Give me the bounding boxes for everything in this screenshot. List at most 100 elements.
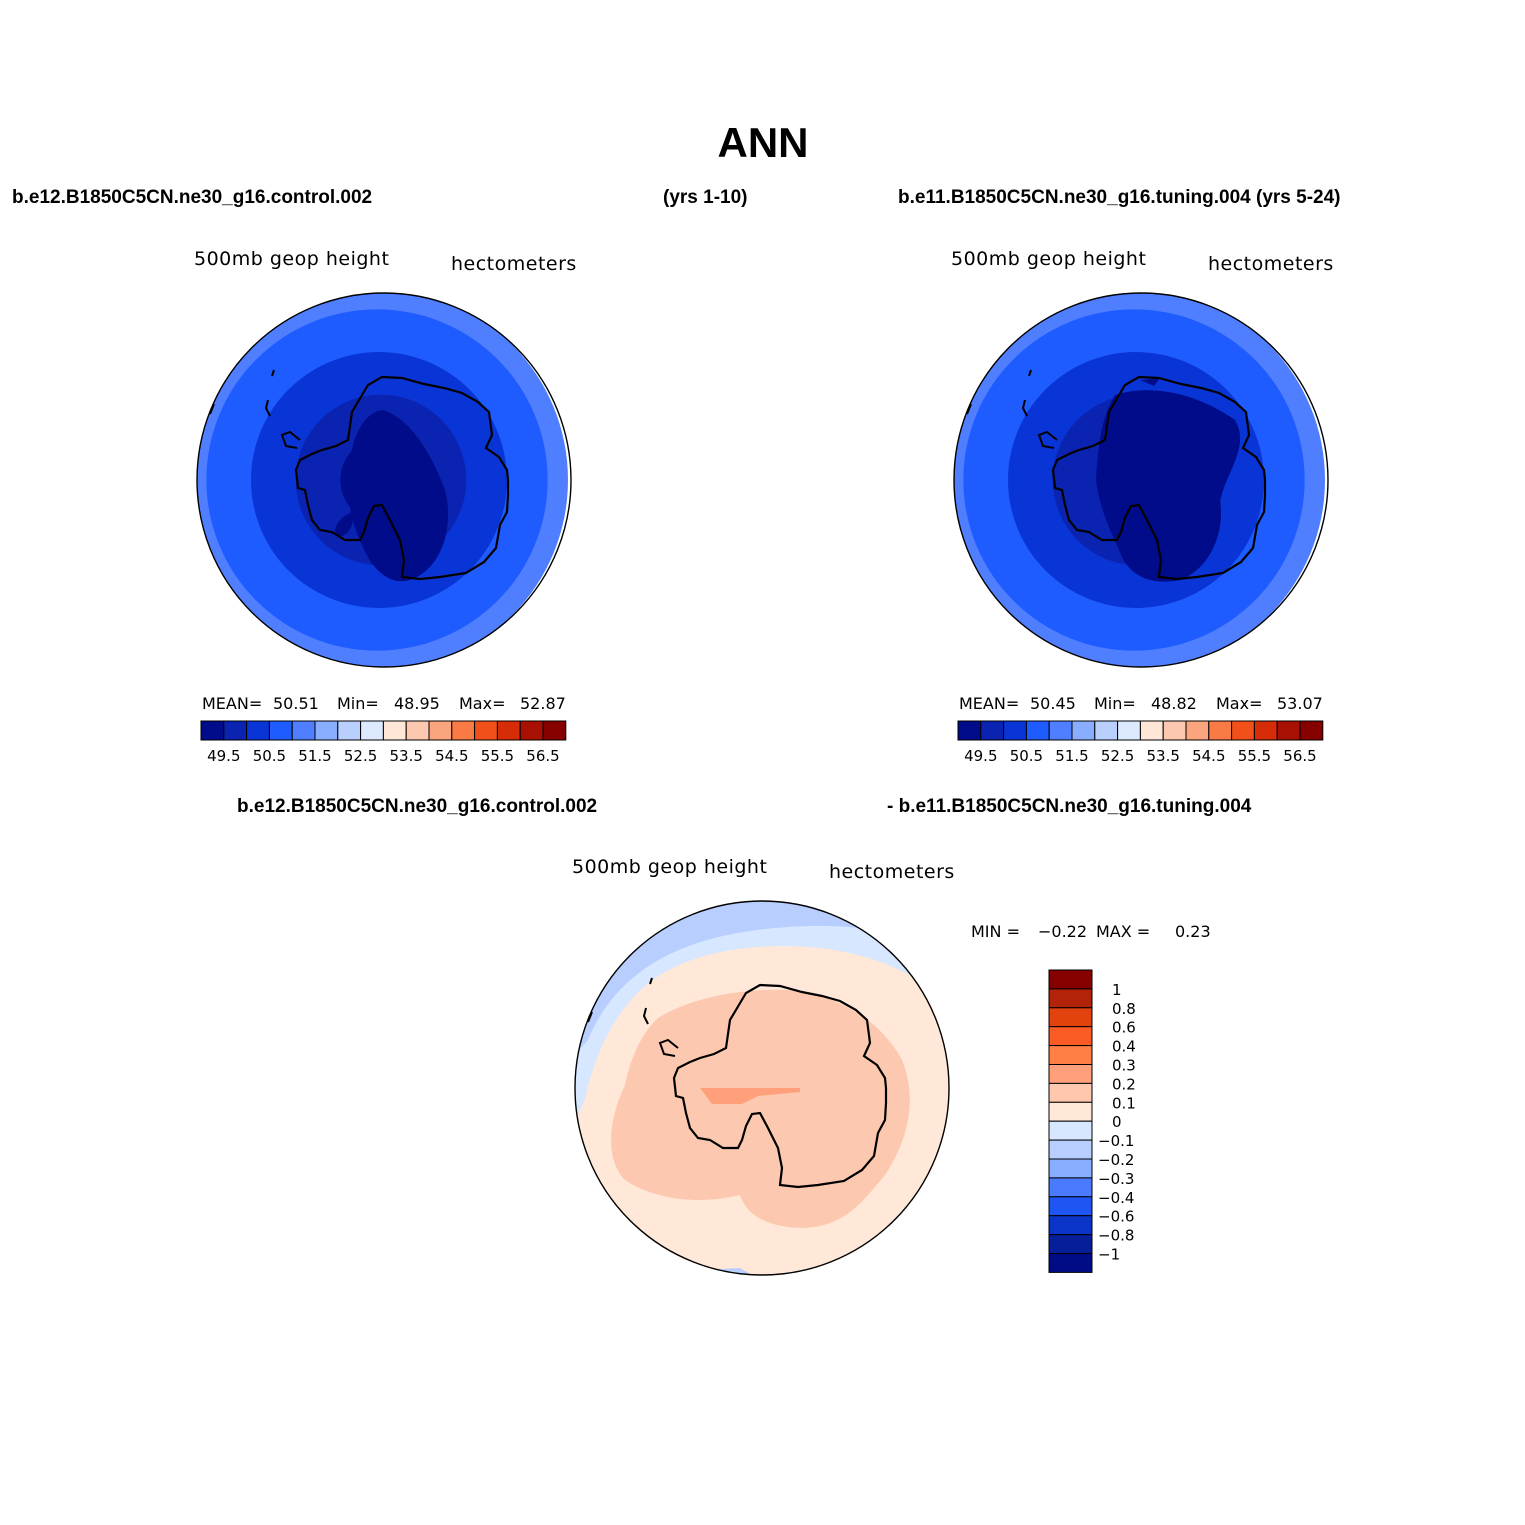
diff-island-outlines bbox=[587, 977, 653, 1025]
diff-min-value: −0.22 bbox=[1038, 922, 1087, 941]
diff-cbar-box-12 bbox=[1048, 1196, 1093, 1217]
diff-cbar-box-5 bbox=[1048, 1064, 1093, 1084]
diff-cbar-tick-6: 0.1 bbox=[1112, 1094, 1136, 1112]
right-island-outlines bbox=[966, 369, 1032, 417]
left-continent-low bbox=[335, 410, 461, 582]
left-cbar-box-13 bbox=[496, 720, 521, 741]
diff-cbar-box-3 bbox=[1048, 1026, 1093, 1047]
right-panel: 500mb geop height hectometers MEAN= 50.4… bbox=[951, 248, 1333, 765]
right-cbar-box-14 bbox=[1276, 720, 1301, 741]
right-map bbox=[954, 293, 1325, 667]
left-max-label: Max= bbox=[459, 694, 505, 713]
right-continent-low bbox=[1096, 378, 1241, 582]
left-cbar-tick-2: 51.5 bbox=[298, 747, 331, 765]
right-cbar-tick-0: 49.5 bbox=[964, 747, 997, 765]
left-cbar-box-2 bbox=[246, 720, 270, 741]
right-max-label: Max= bbox=[1216, 694, 1262, 713]
right-mean-value: 50.45 bbox=[1030, 694, 1076, 713]
right-cbar-tick-4: 53.5 bbox=[1146, 747, 1179, 765]
diff-cbar-box-2 bbox=[1048, 1007, 1093, 1028]
diff-hot-spot bbox=[700, 1088, 800, 1104]
diff-left-header: b.e12.B1850C5CN.ne30_g16.control.002 bbox=[237, 796, 597, 817]
left-cbar-tick-3: 52.5 bbox=[344, 747, 377, 765]
right-cbar-box-15 bbox=[1299, 720, 1324, 741]
left-cbar-box-11 bbox=[451, 720, 476, 741]
diff-cbar-tick-4: 0.3 bbox=[1112, 1057, 1136, 1075]
right-cbar-box-8 bbox=[1139, 720, 1164, 741]
diff-cbar-box-13 bbox=[1048, 1215, 1093, 1236]
right-max-value: 53.07 bbox=[1277, 694, 1323, 713]
right-colorbar: 49.5 50.5 51.5 52.5 53.5 54.5 55.5 56.5 bbox=[957, 720, 1324, 765]
diff-right-header: - b.e11.B1850C5CN.ne30_g16.tuning.004 bbox=[887, 796, 1252, 817]
diff-cbar-tick-2: 0.6 bbox=[1112, 1019, 1136, 1037]
diff-map bbox=[575, 901, 949, 1275]
left-cbar-box-12 bbox=[474, 720, 498, 741]
diff-cbar-box-8 bbox=[1048, 1120, 1093, 1141]
right-min-value: 48.82 bbox=[1151, 694, 1197, 713]
left-max-value: 52.87 bbox=[520, 694, 566, 713]
diff-cbar-box-6 bbox=[1048, 1082, 1093, 1103]
left-colorbar: 49.5 50.5 51.5 52.5 53.5 54.5 55.5 56.5 bbox=[200, 720, 567, 765]
diff-cbar-box-9 bbox=[1048, 1139, 1093, 1160]
right-cbar-tick-6: 55.5 bbox=[1238, 747, 1271, 765]
left-cbar-box-14 bbox=[519, 720, 544, 741]
left-years-header: (yrs 1-10) bbox=[663, 187, 748, 208]
right-cbar-box-9 bbox=[1162, 720, 1187, 741]
left-map-border bbox=[196, 292, 572, 668]
left-min-label: Min= bbox=[337, 694, 379, 713]
diff-cbar-tick-9: −0.2 bbox=[1098, 1151, 1134, 1169]
left-variable-label: 500mb geop height bbox=[194, 248, 389, 270]
diff-peninsula-outline bbox=[658, 1038, 679, 1057]
right-variable-label: 500mb geop height bbox=[951, 248, 1146, 270]
right-cbar-box-3 bbox=[1025, 720, 1050, 741]
right-cbar-box-5 bbox=[1071, 720, 1096, 741]
left-case-header: b.e12.B1850C5CN.ne30_g16.control.002 bbox=[12, 187, 372, 208]
right-cbar-box-11 bbox=[1208, 720, 1233, 741]
left-cbar-tick-0: 49.5 bbox=[207, 747, 240, 765]
right-cbar-box-12 bbox=[1231, 720, 1255, 741]
left-cbar-box-15 bbox=[542, 720, 567, 741]
left-min-value: 48.95 bbox=[394, 694, 440, 713]
left-cbar-box-4 bbox=[291, 720, 316, 741]
left-cbar-tick-1: 50.5 bbox=[253, 747, 286, 765]
left-peninsula-outline bbox=[280, 430, 301, 449]
right-stats: MEAN= 50.45 Min= 48.82 Max= 53.07 bbox=[959, 694, 1323, 713]
right-peninsula-outline bbox=[1037, 430, 1058, 449]
diff-cbar-box-10 bbox=[1048, 1158, 1093, 1179]
right-cbar-box-10 bbox=[1185, 720, 1210, 741]
diff-max-label: MAX = bbox=[1096, 922, 1150, 941]
diff-cbar-tick-13: −0.8 bbox=[1098, 1227, 1134, 1245]
diff-colorbar: 10.80.60.40.30.20.10−0.1−0.2−0.3−0.4−0.6… bbox=[1048, 969, 1136, 1273]
left-cbar-tick-4: 53.5 bbox=[389, 747, 422, 765]
right-cbar-box-6 bbox=[1094, 720, 1119, 741]
right-cbar-box-4 bbox=[1048, 720, 1073, 741]
right-cbar-tick-3: 52.5 bbox=[1101, 747, 1134, 765]
left-cbar-tick-6: 55.5 bbox=[481, 747, 514, 765]
diff-cbar-box-0 bbox=[1048, 969, 1093, 990]
diff-cbar-box-11 bbox=[1048, 1177, 1093, 1198]
left-cbar-box-6 bbox=[337, 720, 362, 741]
main-title: ANN bbox=[718, 119, 809, 166]
left-stats: MEAN= 50.51 Min= 48.95 Max= 52.87 bbox=[202, 694, 566, 713]
diff-cbar-tick-0: 1 bbox=[1112, 981, 1122, 999]
diff-blue-band bbox=[575, 901, 949, 1060]
left-units-label: hectometers bbox=[451, 253, 577, 275]
right-case-header: b.e11.B1850C5CN.ne30_g16.tuning.004 (yrs… bbox=[898, 187, 1340, 208]
left-cbar-box-0 bbox=[200, 720, 225, 741]
diff-cbar-tick-12: −0.6 bbox=[1098, 1208, 1134, 1226]
diff-cbar-tick-14: −1 bbox=[1098, 1246, 1120, 1264]
diff-cbar-box-14 bbox=[1048, 1234, 1093, 1254]
diff-cbar-tick-10: −0.3 bbox=[1098, 1170, 1134, 1188]
diff-positive-anomaly-region bbox=[611, 989, 910, 1228]
right-cbar-box-0 bbox=[957, 720, 982, 741]
left-panel: 500mb geop height hectometers MEAN= 50.5… bbox=[194, 248, 577, 765]
diff-cbar-tick-5: 0.2 bbox=[1112, 1075, 1136, 1093]
diff-variable-label: 500mb geop height bbox=[572, 856, 767, 878]
left-cbar-box-5 bbox=[314, 720, 339, 741]
right-cbar-box-1 bbox=[980, 720, 1005, 741]
left-cbar-tick-5: 54.5 bbox=[435, 747, 468, 765]
left-map bbox=[197, 293, 568, 667]
left-mean-value: 50.51 bbox=[273, 694, 319, 713]
right-mean-label: MEAN= bbox=[959, 694, 1019, 713]
